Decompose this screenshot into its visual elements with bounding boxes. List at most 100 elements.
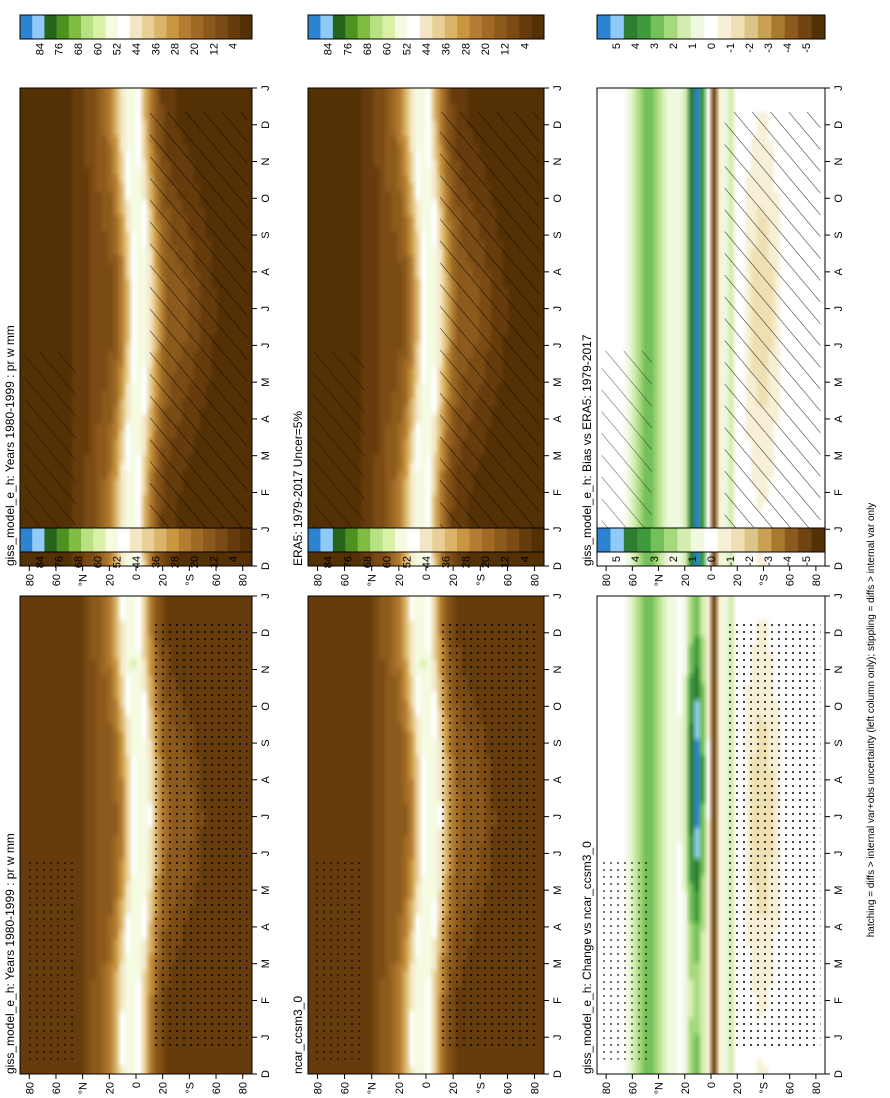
colorbar-swatch [190, 528, 204, 552]
colorbar-label: 3 [649, 556, 661, 562]
lat-tick-label: 80 [601, 574, 613, 586]
colorbar-swatch [320, 15, 334, 39]
colorbar-frame [19, 527, 253, 553]
month-tick-label: N [260, 158, 272, 166]
colorbar: 84 76 68 60 52 44 36 28 20 12 4 [19, 14, 253, 55]
colorbar-swatch [457, 528, 470, 552]
colorbar-label: 44 [421, 556, 433, 568]
lat-tick-label: °S [758, 1082, 770, 1094]
lat-tick-label: 80 [601, 1082, 613, 1094]
colorbar: 5 4 3 2 1 0 -1 -2 -3 -4 -5 [596, 14, 826, 53]
colorbar-swatch [519, 15, 532, 39]
colorbar-label: 4 [630, 556, 642, 562]
colorbar-swatch [370, 15, 383, 39]
panel-2: 80 60 °N 20 0 20 °S 60 80DJFMAMJJASONDJgiss_mode… [3, 527, 272, 1094]
colorbar: 5 4 3 2 1 0 -1 -2 -3 -4 -5 [596, 527, 826, 566]
colorbar-swatch [56, 15, 70, 39]
colorbar-swatch [93, 15, 106, 39]
month-tick-label: J [833, 306, 845, 312]
colorbar-swatch [32, 15, 45, 39]
panel-1: 80 60 °N 20 0 20 °S 60 80DJFMAMJJASONDJgiss_mode… [3, 14, 272, 586]
colorbar-swatch [811, 15, 826, 39]
colorbar-label: -2 [744, 556, 756, 566]
colorbar-label: 76 [54, 43, 66, 55]
colorbar-swatch [44, 528, 57, 552]
significance-overlay [724, 619, 821, 1051]
month-tick-label: O [833, 194, 845, 203]
colorbar-label: 4 [519, 556, 531, 562]
colorbar-swatch [731, 15, 745, 39]
colorbar-label: 84 [323, 43, 335, 55]
month-tick-label: J [260, 343, 272, 349]
month-tick-label: M [833, 886, 845, 895]
colorbar-label: -2 [744, 43, 756, 53]
month-tick-label: O [552, 702, 564, 711]
colorbar-label: 84 [323, 556, 335, 568]
month-tick-label: J [260, 851, 272, 857]
lat-tick-label: 80 [811, 574, 823, 586]
month-tick-label: D [552, 629, 564, 637]
colorbar: 84 76 68 60 52 44 36 28 20 12 4 [19, 527, 253, 568]
colorbar-label: 2 [668, 43, 680, 49]
figure-footnote: hatching = diffs > internal var+obs unce… [866, 503, 877, 938]
lat-tick-label: 20 [158, 574, 170, 586]
colorbar: 84 76 68 60 52 44 36 28 20 12 4 [307, 14, 545, 55]
month-tick-label: M [260, 451, 272, 460]
colorbar-label: 28 [170, 43, 182, 55]
month-tick-label: N [260, 666, 272, 674]
colorbar-swatch [811, 528, 826, 552]
colorbar-swatch [81, 15, 94, 39]
month-tick-label: J [833, 343, 845, 349]
month-tick-label: D [260, 1070, 272, 1078]
colorbar-swatch [432, 528, 445, 552]
colorbar-label: 4 [228, 43, 240, 49]
colorbar-swatch [690, 528, 705, 552]
month-tick-label: J [552, 306, 564, 312]
lat-tick-label: 60 [502, 1082, 514, 1094]
colorbar-label: 12 [500, 556, 512, 568]
month-tick-label: D [260, 121, 272, 129]
colorbar-swatch [757, 528, 772, 552]
colorbar-label: -3 [763, 556, 775, 566]
month-tick-label: S [552, 231, 564, 238]
lat-tick-label: 60 [785, 574, 797, 586]
colorbar-label: 36 [441, 556, 453, 568]
colorbar-swatch [744, 15, 759, 39]
colorbar-swatch [494, 15, 508, 39]
colorbar-swatch [93, 528, 106, 552]
colorbar-swatch [345, 528, 358, 552]
month-tick-label: J [260, 593, 272, 599]
colorbar-label: -5 [801, 556, 813, 566]
colorbar-swatch [357, 15, 371, 39]
colorbar-swatch [664, 15, 678, 39]
colorbar-label: 3 [649, 43, 661, 49]
colorbar-label: 84 [34, 43, 46, 55]
colorbar-label: -4 [782, 43, 794, 53]
significance-overlay [24, 858, 76, 1060]
colorbar-swatch [664, 528, 678, 552]
month-tick-label: D [833, 629, 845, 637]
month-tick-label: F [833, 489, 845, 496]
month-tick-label: M [552, 959, 564, 968]
colorbar-swatch [345, 15, 358, 39]
month-tick-label: N [833, 666, 845, 674]
significance-overlay [149, 619, 248, 1051]
lat-tick-label: 20 [732, 574, 744, 586]
colorbar-label: 28 [460, 556, 472, 568]
month-tick-label: J [833, 851, 845, 857]
lat-tick-label: 80 [238, 574, 250, 586]
month-tick-label: O [552, 194, 564, 203]
colorbar-swatch [506, 15, 520, 39]
colorbar-swatch [469, 528, 483, 552]
significance-overlay [601, 350, 652, 552]
significance-overlay [312, 858, 365, 1060]
colorbar-swatch [419, 15, 433, 39]
lat-tick-label: 60 [211, 574, 223, 586]
colorbar-swatch [444, 15, 458, 39]
colorbar-swatch [382, 528, 396, 552]
significance-overlay [724, 111, 821, 543]
month-tick-label: A [552, 268, 564, 276]
lat-tick-label: 0 [421, 574, 433, 580]
colorbar-swatch [784, 528, 799, 552]
colorbar-swatch [394, 15, 408, 39]
